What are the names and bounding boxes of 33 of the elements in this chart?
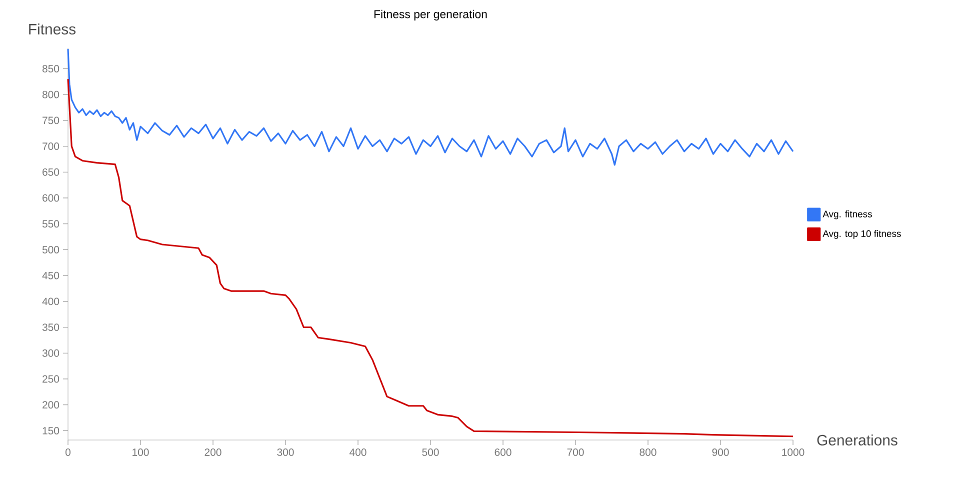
x-tick-label: 300 <box>277 448 294 456</box>
y-tick-label: 700 <box>42 142 60 150</box>
y-tick-label: 350 <box>42 324 60 331</box>
y-tick-label: 300 <box>42 349 60 357</box>
x-tick-label: 900 <box>712 448 729 456</box>
y-tick-label: 200 <box>42 401 60 409</box>
y-tick-label: 750 <box>42 116 60 124</box>
x-tick-label: 400 <box>350 448 366 456</box>
x-tick-label: 800 <box>640 448 656 456</box>
line-series <box>67 78 794 438</box>
y-tick-label: 150 <box>42 426 60 434</box>
y-axis-title: Fitness <box>29 24 76 34</box>
line-series <box>67 48 794 166</box>
y-tick-label: 850 <box>42 64 60 72</box>
legend-label: Avg. top 10 fitness <box>822 230 901 239</box>
y-tick-label: 800 <box>42 90 60 98</box>
legend-label: Avg. fitness <box>822 210 872 220</box>
y-tick-label: 450 <box>42 272 60 280</box>
x-tick-label: 600 <box>494 448 512 456</box>
y-tick-label: 600 <box>42 194 60 202</box>
y-tick-label: 250 <box>42 375 60 383</box>
x-tick-label: 100 <box>132 448 149 456</box>
y-tick-label: 400 <box>42 298 60 306</box>
y-tick-label: 550 <box>42 220 60 228</box>
y-tick-label: 650 <box>42 168 60 176</box>
x-axis-title: Generations <box>817 434 898 446</box>
x-tick-label: 200 <box>204 448 222 456</box>
chart-title: Fitness per generation <box>374 10 487 20</box>
x-tick-label: 700 <box>567 448 584 456</box>
x-tick-label: 0 <box>66 448 70 456</box>
y-tick-label: 500 <box>42 246 60 254</box>
x-tick-label: 500 <box>422 448 439 456</box>
x-tick-label: 1000 <box>782 448 804 456</box>
